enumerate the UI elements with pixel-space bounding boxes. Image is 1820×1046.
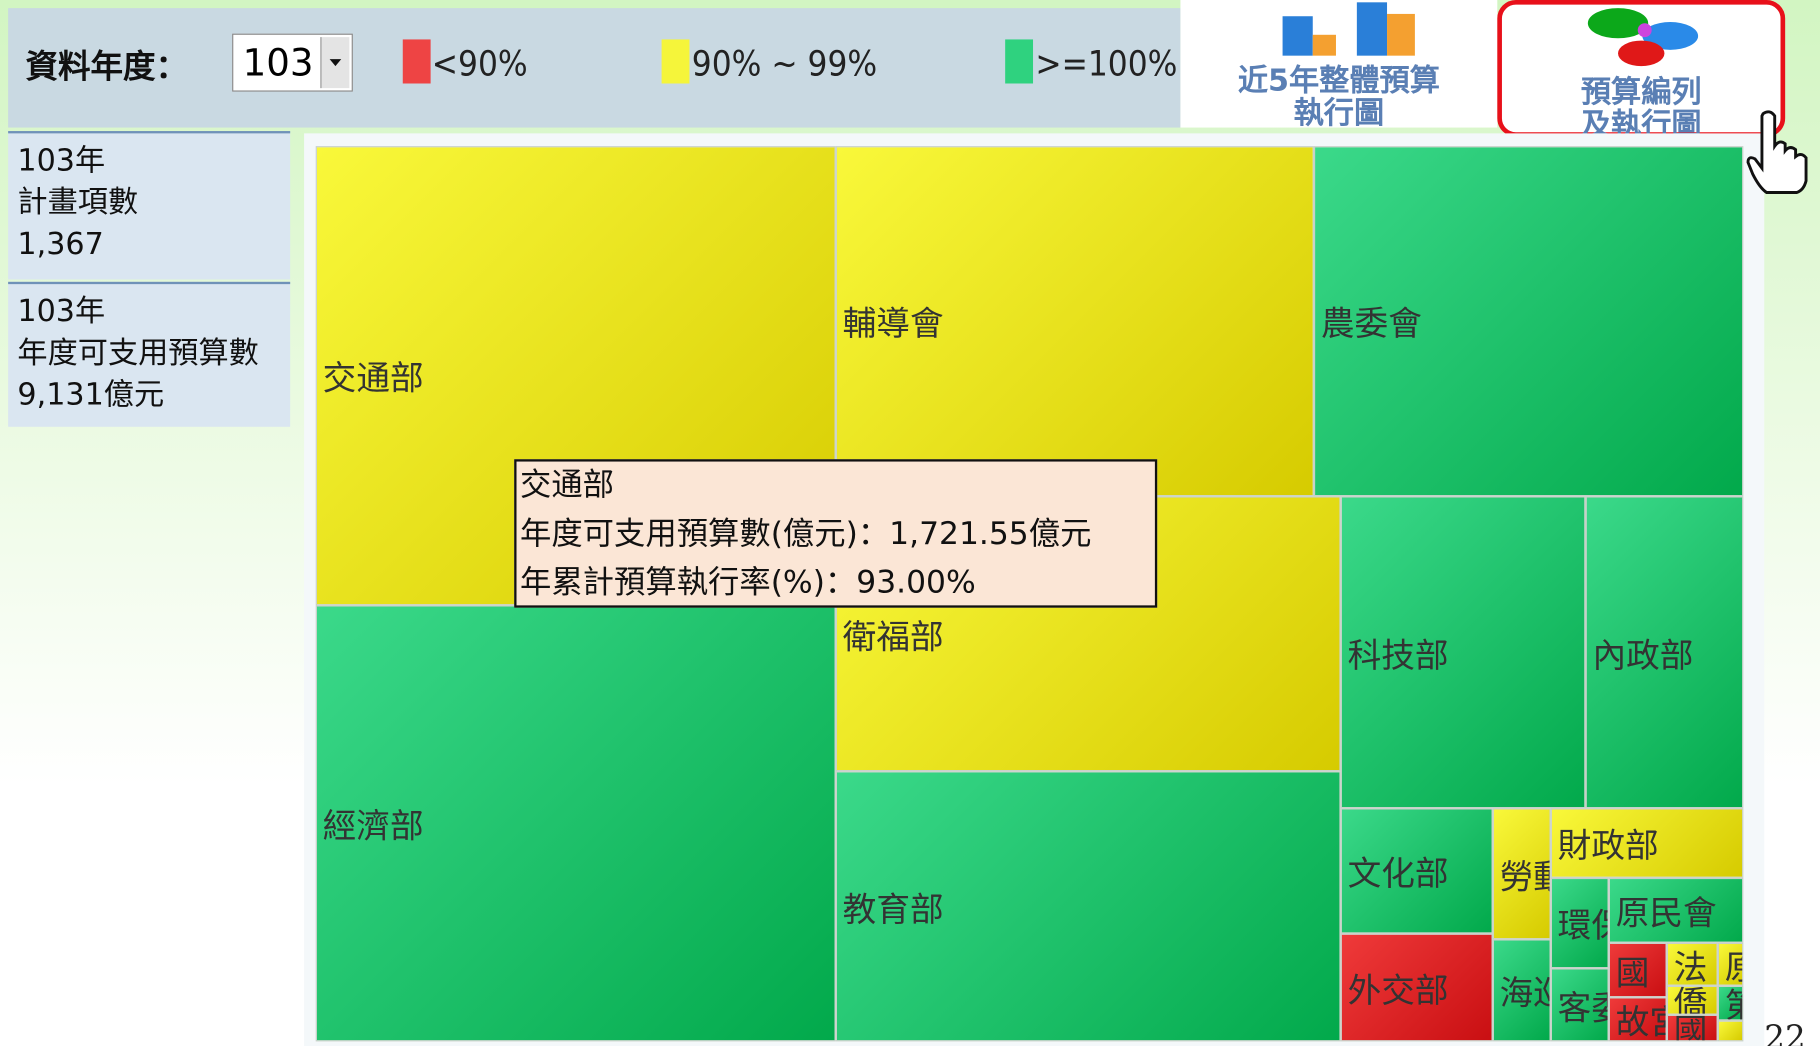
sidebar-line: 9,131億元 [17, 378, 165, 413]
tile[interactable]: 客委 [1550, 968, 1609, 1042]
sidebar-line: 103年 [17, 294, 106, 330]
tile-label: 故宮 [1615, 1001, 1666, 1042]
sidebar-line: 1,367 [17, 227, 104, 263]
tile[interactable]: 教育部 [835, 771, 1341, 1042]
tooltip-line: 年度可支用預算數(億元)：1,721.55億元 [519, 516, 1092, 553]
tile-label: 科技部 [1347, 634, 1449, 675]
tile[interactable]: 輔導會 [835, 146, 1314, 497]
year-value: 103 [242, 40, 314, 85]
tile[interactable]: 國 [1608, 942, 1667, 998]
tile[interactable]: 海巡 [1492, 939, 1551, 1042]
tile-label: 農委會 [1320, 303, 1422, 344]
sidebar-line: 年度可支用預算數 [17, 336, 259, 372]
page-number: 22 [1764, 1018, 1806, 1046]
legend-label: >=100% [1035, 44, 1178, 85]
tile[interactable]: 內政部 [1585, 496, 1744, 809]
tile[interactable]: 外交部 [1340, 933, 1493, 1042]
tile[interactable]: 農委會 [1313, 146, 1744, 497]
tile-label: 教育部 [842, 888, 944, 929]
toolbar [8, 8, 1181, 128]
tile[interactable]: 第 [1717, 985, 1744, 1021]
tile-label: 輔導會 [842, 303, 944, 344]
tile-label: 僑 [1673, 985, 1708, 1015]
tile[interactable]: 文化部 [1340, 808, 1493, 934]
sidebar-box: 103年 計畫項數 1,367 [8, 131, 291, 280]
tile-label: 衛福部 [842, 616, 944, 657]
tile-label: 財政部 [1557, 825, 1659, 866]
tile-label: 國 [1673, 1014, 1708, 1042]
tile-label: 原 [1725, 944, 1742, 985]
tooltip-line: 年累計預算執行率(%)：93.00% [519, 564, 976, 601]
sidebar-box: 103年 年度可支用預算數 9,131億元 [8, 281, 291, 427]
sidebar-line: 103年 [17, 143, 106, 179]
tile-label: 原民會 [1615, 892, 1717, 933]
tile-label: 客委 [1557, 987, 1608, 1027]
tile[interactable] [1717, 1020, 1744, 1042]
button-text: 近5年整體預算 [1237, 63, 1440, 99]
legend-swatch [1005, 39, 1034, 84]
tile-label: 第 [1725, 987, 1742, 1019]
dropdown-arrow[interactable] [320, 37, 350, 89]
budget-button[interactable]: 預算編列 及執行圖 [1497, 0, 1786, 141]
tile[interactable]: 科技部 [1340, 496, 1586, 809]
legend-swatch [661, 39, 690, 84]
tile[interactable]: 原民會 [1608, 877, 1744, 943]
tile[interactable]: 環保 [1550, 877, 1609, 969]
year-select[interactable]: 103 [232, 33, 353, 92]
legend-swatch [402, 39, 431, 84]
tile[interactable]: 勞動 [1492, 808, 1551, 940]
sidebar-line: 計畫項數 [17, 185, 139, 221]
bar-icon [1282, 2, 1415, 56]
arrow-icon [329, 59, 342, 67]
button-text: 預算編列 [1580, 75, 1702, 111]
tooltip: 交通部 年度可支用預算數(億元)：1,721.55億元 年累計預算執行率(%)：… [514, 459, 1158, 608]
tile-label: 經濟部 [322, 805, 424, 846]
five-year-button[interactable]: 近5年整體預算 執行圖 [1180, 0, 1498, 132]
tile[interactable]: 僑 [1666, 985, 1718, 1015]
year-label: 資料年度： [25, 47, 189, 86]
tile[interactable]: 故宮 [1608, 997, 1667, 1042]
tile[interactable]: 經濟部 [315, 605, 836, 1042]
tile-label: 法 [1673, 946, 1708, 986]
hand-cursor [1746, 110, 1808, 194]
tooltip-line: 交通部 [519, 467, 615, 504]
tile-label: 外交部 [1347, 970, 1449, 1010]
tile-label: 內政部 [1592, 634, 1694, 675]
tile-label: 勞動 [1499, 856, 1550, 896]
tile[interactable]: 法 [1666, 942, 1718, 986]
legend-label: <90% [431, 44, 528, 85]
tile[interactable]: 國 [1666, 1014, 1718, 1042]
legend-label: 90% ~ 99% [691, 44, 878, 85]
circle-icon [1587, 8, 1699, 67]
tile-label: 國 [1615, 952, 1650, 993]
tile-label: 海巡 [1499, 972, 1550, 1013]
tile[interactable]: 原 [1717, 942, 1744, 986]
tile-label: 交通部 [322, 358, 424, 398]
tile-label: 環保 [1557, 905, 1608, 946]
button-text: 執行圖 [1293, 96, 1385, 132]
tile-label: 文化部 [1347, 853, 1449, 893]
tile[interactable]: 財政部 [1550, 808, 1744, 878]
